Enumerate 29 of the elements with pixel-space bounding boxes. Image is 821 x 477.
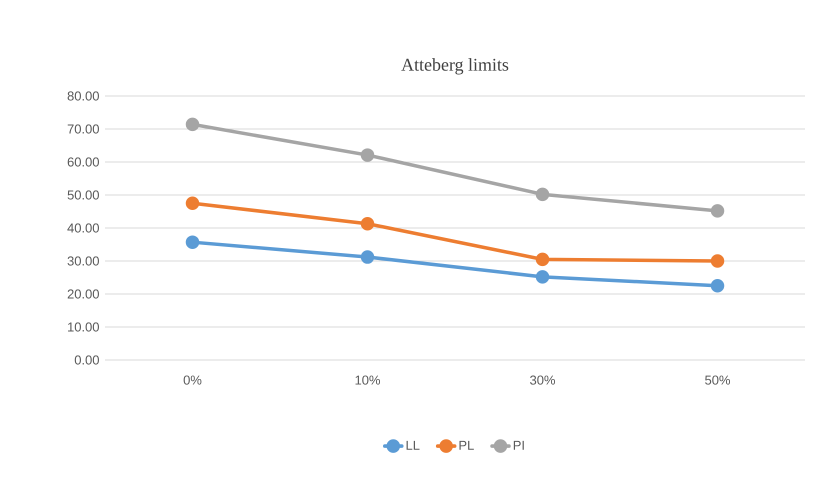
y-tick-label: 50.00: [68, 190, 99, 200]
point: [710, 279, 724, 292]
point: [186, 235, 200, 249]
y-tick-label: 80.00: [68, 91, 99, 101]
legend-label: PL: [459, 440, 474, 450]
y-tick-label: 40.00: [67, 223, 99, 233]
point: [536, 270, 550, 284]
point: [186, 118, 200, 132]
y-tick-label: 0.00: [74, 355, 99, 365]
y-tick-label: 30.00: [68, 256, 99, 266]
point: [536, 188, 550, 202]
y-tick-label: 60.00: [68, 157, 99, 167]
point: [360, 148, 374, 162]
legend-label: LL: [406, 440, 420, 450]
point: [360, 216, 374, 230]
y-tick-label: 70.00: [68, 124, 99, 134]
point: [710, 254, 724, 268]
point: [186, 196, 200, 210]
x-tick-label: 50%: [705, 376, 730, 385]
y-tick-label: 10.00: [68, 322, 99, 332]
x-tick-label: 30%: [530, 376, 556, 385]
point: [536, 252, 550, 266]
x-tick-label: 10%: [356, 376, 380, 385]
x-tick-label: 0%: [184, 376, 202, 385]
y-tick-label: 20.00: [68, 289, 99, 299]
point: [710, 204, 724, 218]
point: [360, 250, 374, 264]
legend-label: PI: [514, 440, 524, 450]
chart-title: Atteberg limits: [401, 58, 508, 75]
